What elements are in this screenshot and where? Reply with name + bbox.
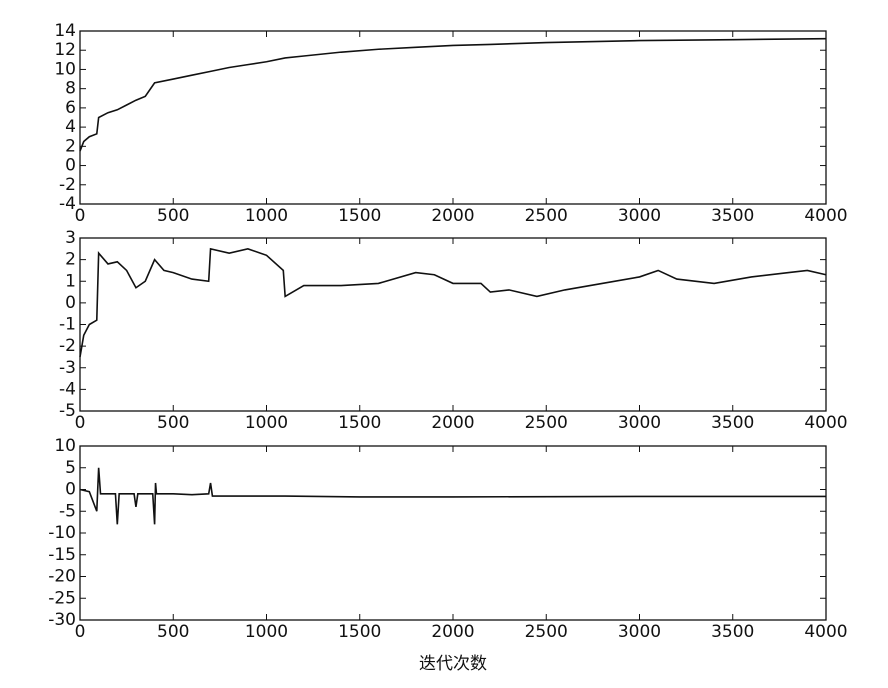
y-tick-label: -25 bbox=[48, 588, 76, 608]
y-tick-label: 5 bbox=[65, 458, 76, 478]
x-axis-label: 迭代次数 bbox=[419, 654, 487, 674]
axes-frame bbox=[79, 445, 827, 621]
x-tick-label: 0 bbox=[75, 622, 86, 642]
x-tick-label: 2000 bbox=[431, 413, 474, 433]
x-tick-label: 1000 bbox=[245, 206, 288, 226]
y-tick-label: 6 bbox=[65, 98, 76, 118]
y-tick-label: 10 bbox=[54, 436, 76, 456]
x-tick-label: 500 bbox=[157, 622, 189, 642]
x-tick-label: 1500 bbox=[338, 206, 381, 226]
y-tick-label: 4 bbox=[65, 117, 76, 137]
x-tick-label: 1000 bbox=[245, 622, 288, 642]
y-tick-label: 0 bbox=[65, 156, 76, 176]
y-tick-label: 10 bbox=[54, 59, 76, 79]
y-tick-label: -4 bbox=[59, 379, 76, 399]
y-tick-label: 1 bbox=[65, 271, 76, 291]
y-tick-label: 0 bbox=[65, 293, 76, 313]
x-tick-label: 2500 bbox=[525, 413, 568, 433]
y-tick-label: -1 bbox=[59, 315, 76, 335]
x-tick-label: 2500 bbox=[525, 206, 568, 226]
x-tick-label: 2000 bbox=[431, 622, 474, 642]
x-tick-label: 4000 bbox=[804, 622, 847, 642]
axes-frame bbox=[79, 237, 827, 412]
y-tick-label: -10 bbox=[48, 523, 76, 543]
x-tick-label: 3500 bbox=[711, 206, 754, 226]
x-tick-label: 500 bbox=[157, 413, 189, 433]
x-tick-label: 3500 bbox=[711, 413, 754, 433]
y-tick-label: -2 bbox=[59, 175, 76, 195]
x-tick-label: 1500 bbox=[338, 413, 381, 433]
y-tick-label: -5 bbox=[59, 501, 76, 521]
data-line bbox=[79, 37, 827, 152]
x-tick-label: 3000 bbox=[618, 206, 661, 226]
y-tick-label: -2 bbox=[59, 336, 76, 356]
axes-frame bbox=[79, 30, 827, 205]
x-tick-label: 2000 bbox=[431, 206, 474, 226]
y-tick-label: -3 bbox=[59, 358, 76, 378]
data-line bbox=[79, 467, 826, 525]
y-tick-label: -5 bbox=[59, 401, 76, 421]
y-tick-label: 3 bbox=[65, 228, 76, 248]
y-tick-label: -15 bbox=[48, 545, 76, 565]
x-tick-label: 4000 bbox=[804, 206, 847, 226]
x-tick-label: 0 bbox=[75, 413, 86, 433]
y-tick-label: 12 bbox=[54, 40, 76, 60]
y-tick-label: 14 bbox=[54, 21, 76, 41]
y-tick-label: 2 bbox=[65, 250, 76, 270]
data-line bbox=[79, 247, 827, 358]
x-tick-label: 0 bbox=[75, 206, 86, 226]
y-tick-label: -30 bbox=[48, 610, 76, 630]
y-tick-label: 8 bbox=[65, 79, 76, 99]
x-tick-label: 3500 bbox=[711, 622, 754, 642]
y-tick-label: -20 bbox=[48, 567, 76, 587]
x-tick-label: 3000 bbox=[618, 622, 661, 642]
x-tick-label: 500 bbox=[157, 206, 189, 226]
y-tick-label: 0 bbox=[65, 480, 76, 500]
y-tick-label: -4 bbox=[59, 194, 76, 214]
x-tick-label: 4000 bbox=[804, 413, 847, 433]
x-tick-label: 1500 bbox=[338, 622, 381, 642]
y-tick-label: 2 bbox=[65, 136, 76, 156]
x-tick-label: 3000 bbox=[618, 413, 661, 433]
x-tick-label: 2500 bbox=[525, 622, 568, 642]
x-tick-label: 1000 bbox=[245, 413, 288, 433]
